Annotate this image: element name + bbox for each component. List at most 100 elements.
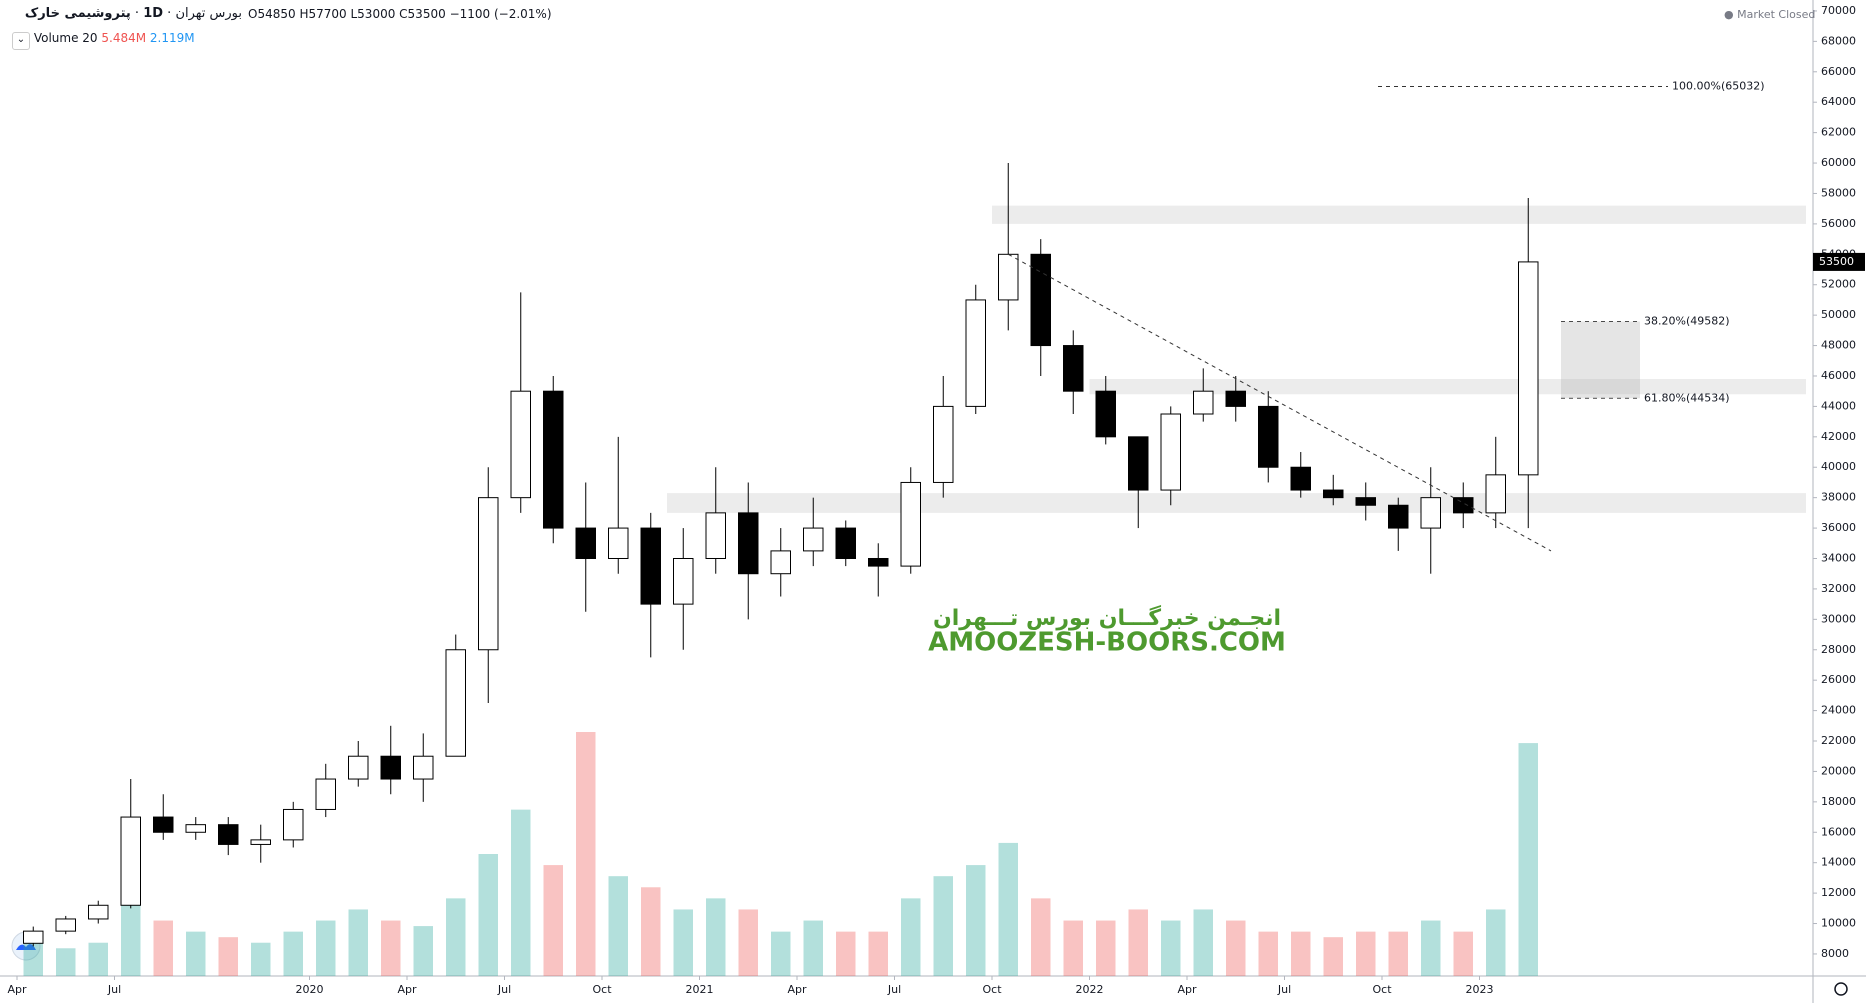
- last-price-label: 53500: [1819, 255, 1854, 268]
- volume-bar: [1063, 920, 1083, 976]
- candle-body: [1388, 504, 1409, 529]
- candle-body: [1323, 489, 1344, 499]
- y-tick-label: 32000: [1821, 582, 1856, 595]
- y-tick-label: 62000: [1821, 126, 1856, 139]
- y-tick-label: 64000: [1821, 95, 1856, 108]
- symbol: پتروشیمی خارک: [24, 6, 131, 21]
- x-tick-label: Jul: [1277, 983, 1291, 996]
- low: L53000: [350, 7, 396, 21]
- x-tick-label: Apr: [397, 983, 417, 996]
- candle-body: [315, 778, 336, 810]
- market-status: ● Market Closed: [1724, 8, 1816, 21]
- volume-bar: [1193, 909, 1213, 976]
- y-tick-label: 58000: [1821, 186, 1856, 199]
- volume-bar: [901, 898, 921, 976]
- volume-bar: [576, 732, 596, 976]
- volume-bar: [1421, 920, 1441, 976]
- volume-bar: [836, 931, 856, 976]
- candle-body: [1258, 405, 1279, 468]
- settings-icon[interactable]: [1834, 982, 1848, 996]
- status: Market Closed: [1737, 8, 1816, 21]
- zone: [992, 205, 1806, 224]
- y-tick-label: 8000: [1821, 947, 1849, 960]
- candle-body: [1420, 497, 1441, 529]
- volume-bar: [1486, 909, 1506, 976]
- volume-bar: [1258, 931, 1278, 976]
- volume-bar: [218, 937, 238, 976]
- volume-bar: [608, 876, 628, 976]
- volume-bar: [543, 865, 563, 976]
- candle-body: [283, 808, 304, 841]
- exchange: بورس تهران: [175, 6, 242, 21]
- volume-legend: ⌄ Volume 20 5.484M 2.119M: [12, 31, 195, 50]
- candle-body: [835, 527, 856, 559]
- volume-bar: [1128, 909, 1148, 976]
- volume-bar: [738, 909, 758, 976]
- volume-bar: [1388, 931, 1408, 976]
- y-tick-label: 50000: [1821, 308, 1856, 321]
- y-tick-label: 34000: [1821, 551, 1856, 564]
- volume-bar: [153, 920, 173, 976]
- candle-body: [673, 557, 694, 605]
- x-tick-label: Oct: [982, 983, 1002, 996]
- fib-box: [1561, 321, 1640, 399]
- y-tick-label: 30000: [1821, 612, 1856, 625]
- y-tick-label: 14000: [1821, 856, 1856, 869]
- y-tick-label: 28000: [1821, 643, 1856, 656]
- volume-bar: [1291, 931, 1311, 976]
- interval: 1D: [143, 6, 164, 21]
- y-tick-label: 16000: [1821, 825, 1856, 838]
- trendline: [1008, 253, 1552, 552]
- zone: [1089, 379, 1806, 395]
- open: O54850: [248, 7, 296, 21]
- volume-bar: [1356, 931, 1376, 976]
- x-tick-label: 2022: [1076, 983, 1104, 996]
- y-tick-label: 70000: [1821, 4, 1856, 17]
- candle-body: [1355, 497, 1376, 506]
- candle-body: [55, 918, 76, 932]
- y-tick-label: 38000: [1821, 491, 1856, 504]
- symbol-header: بورس تهران · 1D · پتروشیمی خارک: [24, 6, 242, 21]
- candle-body: [348, 755, 369, 780]
- candle-body: [705, 512, 726, 559]
- y-tick-label: 18000: [1821, 795, 1856, 808]
- volume-bar: [316, 920, 336, 976]
- candle-body: [543, 390, 564, 529]
- volume-bar: [1453, 931, 1473, 976]
- y-tick-label: 10000: [1821, 917, 1856, 930]
- volume-bar: [446, 898, 466, 976]
- x-tick-label: 2020: [296, 983, 324, 996]
- volume-bar: [1161, 920, 1181, 976]
- y-tick-label: 44000: [1821, 399, 1856, 412]
- volume-bar: [478, 854, 498, 976]
- volume-bar: [1096, 920, 1116, 976]
- candle-body: [900, 481, 921, 567]
- last-price-box: [1813, 252, 1865, 271]
- watermark: انجـمن خبرگـــان بورس تـــهران: [933, 604, 1281, 631]
- candle-body: [1225, 390, 1246, 407]
- change: −1100 (−2.01%): [449, 7, 552, 21]
- overlay: 8000 10000 12000 14000 16000 18000 20000 22000 2…: [7, 4, 1865, 996]
- y-tick-label: 48000: [1821, 339, 1856, 352]
- volume-average: 2.119M: [149, 31, 195, 45]
- candle-body: [185, 824, 206, 833]
- y-tick-label: 52000: [1821, 278, 1856, 291]
- volume-bar: [88, 942, 108, 976]
- candle-body: [1128, 436, 1149, 491]
- candle-body: [445, 649, 466, 757]
- y-tick-label: 60000: [1821, 156, 1856, 169]
- y-tick-label: 66000: [1821, 65, 1856, 78]
- ohlc-header: O54850 H57700 L53000 C53500 −1100 (−2.01…: [248, 7, 552, 21]
- candle-body: [965, 299, 986, 407]
- volume-bar: [771, 931, 791, 976]
- volume-bar: [413, 926, 433, 976]
- x-tick-label: Jul: [107, 983, 121, 996]
- candle-body: [1290, 466, 1311, 491]
- candle-body: [380, 755, 401, 780]
- candle-body: [250, 839, 271, 845]
- collapse-button[interactable]: ⌄: [12, 32, 30, 50]
- candle-body: [510, 390, 531, 499]
- y-tick-label: 40000: [1821, 460, 1856, 473]
- volume-bar: [56, 948, 76, 976]
- y-tick-label: 26000: [1821, 673, 1856, 686]
